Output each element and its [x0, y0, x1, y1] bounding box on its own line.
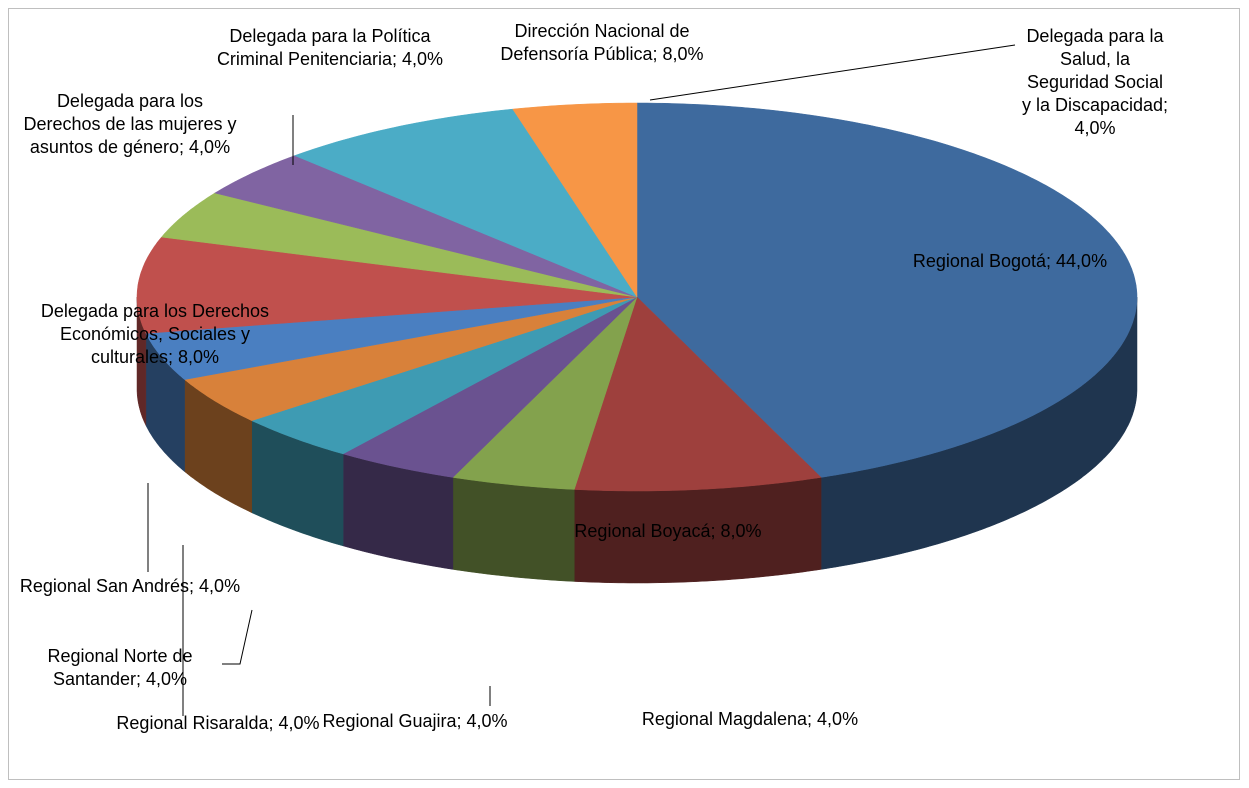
label-name: Regional Bogotá [912, 251, 1047, 271]
label-value: 4,0% [1074, 118, 1116, 138]
data-label: Dirección Nacional de Defensoría Pública… [497, 20, 707, 66]
label-name: Regional Guajira [322, 711, 457, 731]
slice [161, 192, 638, 298]
slice [573, 296, 822, 492]
label-value: 4,0% [466, 711, 508, 731]
label-separator: ; [1046, 251, 1057, 271]
label-name: Delegada para los Derechos Económicos, S… [40, 301, 275, 367]
label-value: 4,0% [146, 669, 188, 689]
label-separator: ; [136, 669, 147, 689]
label-value: 4,0% [189, 137, 231, 157]
data-label: Regional Risaralda; 4,0% [113, 712, 323, 735]
label-separator: ; [168, 347, 179, 367]
data-label: Delegada para la Salud, la Seguridad Soc… [1020, 25, 1170, 140]
label-separator: ; [392, 49, 403, 69]
label-separator: ; [189, 576, 200, 596]
data-label: Delegada para la Política Criminal Penit… [210, 25, 450, 71]
label-value: 4,0% [199, 576, 241, 596]
label-separator: ; [179, 137, 190, 157]
label-name: Regional San Andrés [19, 576, 190, 596]
slice [452, 296, 638, 490]
slice [251, 296, 638, 455]
data-label: Regional San Andrés; 4,0% [10, 575, 250, 598]
slice [512, 102, 638, 298]
data-label: Regional Guajira; 4,0% [315, 710, 515, 733]
label-name: Delegada para la Política Criminal Penit… [216, 26, 436, 69]
label-name: Delegada para la Salud, la Seguridad Soc… [1021, 26, 1169, 115]
data-label: Regional Norte de Santander; 4,0% [10, 645, 230, 691]
label-separator: ; [652, 44, 663, 64]
leader-line [649, 44, 1016, 101]
data-label: Regional Boyacá; 8,0% [568, 520, 768, 543]
label-name: Delegada para los Derechos de las mujere… [23, 91, 242, 157]
slice [214, 155, 638, 298]
slice-side [452, 477, 575, 582]
data-label: Delegada para los Derechos de las mujere… [23, 90, 238, 159]
slice [342, 296, 638, 478]
label-separator: ; [268, 713, 279, 733]
label-value: 4,0% [817, 709, 859, 729]
slice [636, 102, 1138, 478]
label-separator: ; [1163, 95, 1174, 115]
label-name: Dirección Nacional de Defensoría Pública [500, 21, 695, 64]
label-value: 4,0% [402, 49, 444, 69]
label-separator: ; [807, 709, 818, 729]
label-separator: ; [456, 711, 467, 731]
slice [145, 296, 638, 380]
label-separator: ; [710, 521, 721, 541]
chart-border [8, 8, 1240, 780]
label-value: 4,0% [278, 713, 320, 733]
slice [184, 296, 638, 421]
data-label: Delegada para los Derechos Económicos, S… [40, 300, 270, 369]
label-name: Regional Norte de Santander [47, 646, 198, 689]
slice [136, 236, 638, 334]
label-name: Regional Risaralda [116, 713, 269, 733]
label-value: 44,0% [1056, 251, 1108, 271]
data-label: Regional Magdalena; 4,0% [630, 708, 870, 731]
leader-line [222, 609, 253, 665]
slice [294, 108, 638, 298]
label-value: 8,0% [178, 347, 220, 367]
label-value: 8,0% [662, 44, 704, 64]
label-name: Regional Magdalena [641, 709, 808, 729]
data-label: Regional Bogotá; 44,0% [895, 250, 1125, 273]
label-value: 8,0% [720, 521, 762, 541]
label-name: Regional Boyacá [574, 521, 711, 541]
